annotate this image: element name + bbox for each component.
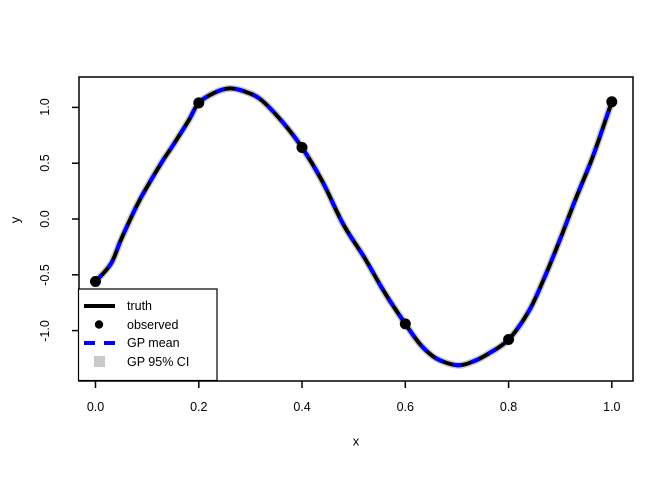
y-tick-label: 1.0 <box>38 98 52 117</box>
x-tick-label: 0.0 <box>86 400 105 414</box>
legend-label: truth <box>127 299 153 313</box>
y-tick-label: 0.0 <box>38 210 52 228</box>
legend-label: GP 95% CI <box>127 354 190 369</box>
x-tick-label: 0.6 <box>396 400 414 414</box>
observed-point <box>606 96 618 108</box>
y-tick-label: -1.0 <box>38 319 52 342</box>
observed-point <box>90 276 101 287</box>
observed-point <box>296 142 308 153</box>
x-tick-label: 1.0 <box>603 400 621 414</box>
x-tick-label: 0.8 <box>499 400 518 414</box>
x-axis-label: x <box>352 433 360 449</box>
observed-point <box>193 97 205 109</box>
legend-observed-dot-sample <box>94 320 104 329</box>
x-tick-label: 0.2 <box>190 400 208 414</box>
y-tick-label: 0.5 <box>38 154 52 172</box>
gp-mean-line <box>93 86 614 368</box>
observed-point <box>503 334 515 345</box>
legend-label: GP mean <box>127 336 180 350</box>
plot-box <box>78 76 634 382</box>
legend-label: observed <box>127 317 179 332</box>
y-axis-label: y <box>7 216 23 224</box>
y-tick-label: -0.5 <box>38 263 52 286</box>
observed-point <box>399 318 411 330</box>
x-tick-label: 0.4 <box>293 400 311 414</box>
legend-ci-square-sample <box>94 356 105 367</box>
